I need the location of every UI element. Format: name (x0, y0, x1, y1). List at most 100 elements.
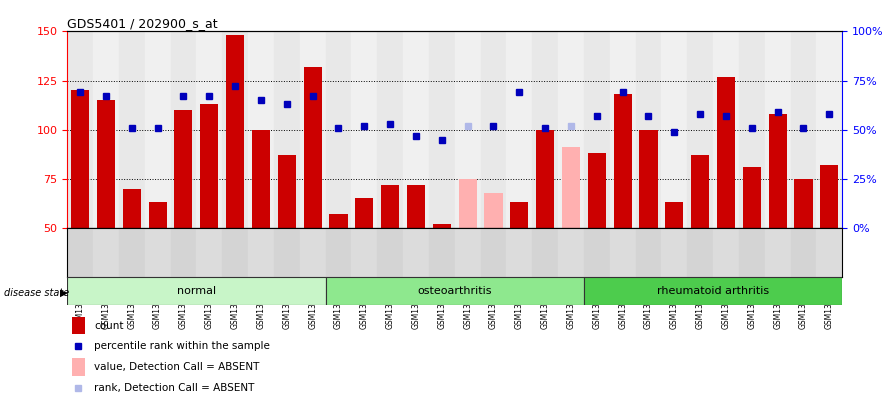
Bar (355, 198, 374, 228)
Text: percentile rank within the sample: percentile rank within the sample (94, 341, 270, 351)
Bar (687, 228, 713, 277)
Bar (226, 35, 245, 228)
Bar (506, 228, 532, 277)
Text: GDS5401 / 202900_s_at: GDS5401 / 202900_s_at (67, 17, 218, 30)
Bar (71, 90, 90, 228)
Bar (635, 228, 661, 277)
Bar (222, 228, 248, 277)
Bar (433, 224, 451, 228)
Bar (170, 31, 196, 228)
Bar (67, 228, 93, 277)
Bar (274, 31, 299, 228)
Bar (330, 214, 348, 228)
Bar (739, 228, 764, 277)
Bar (67, 277, 325, 305)
Bar (635, 31, 661, 228)
Bar (459, 179, 477, 228)
Bar (278, 155, 296, 228)
Text: osteoarthritis: osteoarthritis (418, 286, 492, 296)
Bar (170, 228, 196, 277)
Bar (506, 31, 532, 228)
Text: rank, Detection Call = ABSENT: rank, Detection Call = ABSENT (94, 383, 254, 393)
Bar (200, 104, 219, 228)
Bar (252, 130, 270, 228)
Bar (304, 67, 322, 228)
Text: rheumatoid arthritis: rheumatoid arthritis (657, 286, 769, 296)
Bar (403, 31, 429, 228)
Bar (72, 317, 85, 334)
Bar (584, 228, 609, 277)
Text: normal: normal (177, 286, 216, 296)
Bar (407, 185, 425, 228)
Text: value, Detection Call = ABSENT: value, Detection Call = ABSENT (94, 362, 260, 372)
Text: disease state: disease state (4, 288, 70, 298)
Bar (713, 228, 739, 277)
Bar (790, 31, 816, 228)
Bar (274, 228, 299, 277)
Bar (532, 31, 558, 228)
Bar (381, 185, 400, 228)
Bar (93, 31, 119, 228)
Bar (584, 277, 842, 305)
Bar (145, 31, 170, 228)
Bar (299, 228, 325, 277)
Bar (145, 228, 170, 277)
Bar (248, 31, 274, 228)
Bar (377, 228, 403, 277)
Bar (325, 228, 351, 277)
Text: ▶: ▶ (60, 288, 67, 298)
Bar (248, 228, 274, 277)
Text: count: count (94, 321, 124, 331)
Bar (661, 31, 687, 228)
Bar (790, 228, 816, 277)
Bar (429, 31, 454, 228)
Bar (119, 228, 145, 277)
Bar (351, 228, 377, 277)
Bar (584, 31, 609, 228)
Bar (325, 277, 584, 305)
Bar (558, 228, 584, 277)
Bar (665, 202, 684, 228)
Bar (816, 31, 842, 228)
Bar (614, 94, 632, 228)
Bar (377, 31, 403, 228)
Bar (196, 31, 222, 228)
Bar (558, 31, 584, 228)
Bar (97, 100, 115, 228)
Bar (485, 193, 503, 228)
Bar (403, 228, 429, 277)
Bar (351, 31, 377, 228)
Bar (661, 228, 687, 277)
Bar (72, 358, 85, 376)
Bar (119, 31, 145, 228)
Bar (640, 130, 658, 228)
Bar (536, 130, 555, 228)
Bar (67, 31, 93, 228)
Bar (454, 31, 480, 228)
Bar (687, 31, 713, 228)
Bar (532, 228, 558, 277)
Bar (480, 31, 506, 228)
Bar (795, 179, 813, 228)
Bar (510, 202, 529, 228)
Bar (691, 155, 710, 228)
Bar (149, 202, 167, 228)
Bar (713, 31, 739, 228)
Bar (588, 153, 606, 228)
Bar (480, 228, 506, 277)
Bar (222, 31, 248, 228)
Bar (454, 228, 480, 277)
Bar (175, 110, 193, 228)
Bar (325, 31, 351, 228)
Bar (816, 228, 842, 277)
Bar (299, 31, 325, 228)
Bar (743, 167, 761, 228)
Bar (93, 228, 119, 277)
Bar (764, 228, 790, 277)
Bar (123, 189, 141, 228)
Bar (739, 31, 764, 228)
Bar (562, 147, 580, 228)
Bar (429, 228, 454, 277)
Bar (196, 228, 222, 277)
Bar (609, 228, 635, 277)
